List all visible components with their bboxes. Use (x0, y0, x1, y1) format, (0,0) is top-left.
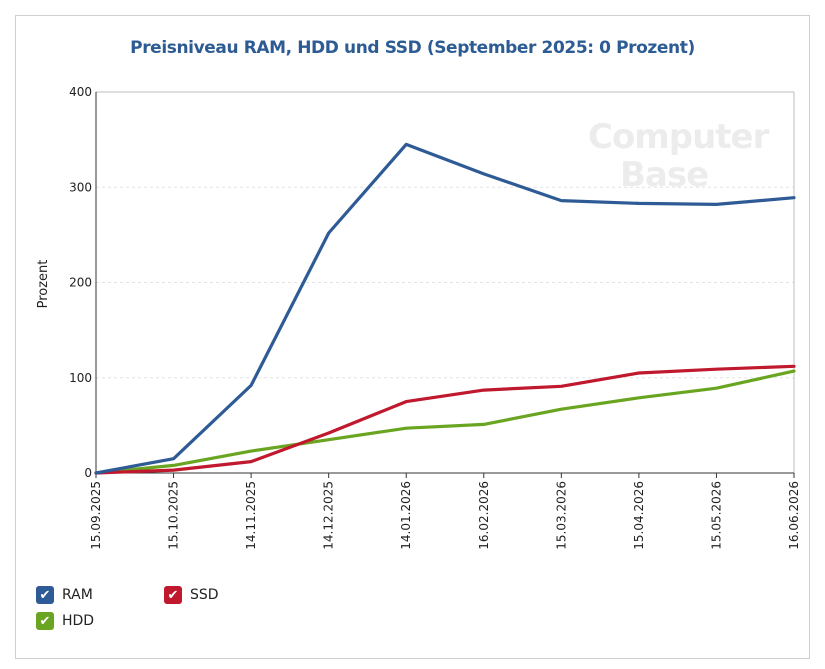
checkmark-icon: ✔ (167, 587, 179, 603)
legend-label: HDD (62, 613, 95, 629)
x-tick-label: 14.01.2026 (399, 481, 413, 550)
x-tick-label: 14.12.2025 (322, 481, 336, 550)
x-tick-label: 15.10.2025 (167, 481, 181, 550)
watermark-line1: Computer (588, 117, 770, 157)
y-axis-label: Prozent (36, 260, 51, 309)
y-tick-label: 400 (69, 85, 92, 99)
chart-title: Preisniveau RAM, HDD und SSD (September … (130, 38, 695, 58)
grid-lines (96, 186, 794, 379)
x-tick-label: 14.11.2025 (244, 481, 258, 550)
legend-item-hdd[interactable]: ✔ HDD (36, 612, 94, 630)
x-tick-label: 15.05.2026 (709, 481, 723, 550)
axes (95, 91, 795, 474)
y-tick-label: 100 (69, 371, 92, 385)
checkbox-icon[interactable]: ✔ (36, 586, 54, 604)
x-tick-labels: 15.09.2025 15.10.2025 14.11.2025 14.12.2025… (89, 473, 801, 550)
series-line-ram (94, 142, 796, 475)
chart-frame (15, 15, 810, 659)
x-tick-label: 16.02.2026 (477, 481, 491, 550)
checkbox-icon[interactable]: ✔ (36, 612, 54, 630)
y-tick-label: 0 (84, 466, 92, 480)
legend-item-ssd[interactable]: ✔ SSD (164, 586, 219, 604)
y-tick-labels: 0 100 200 300 400 (69, 85, 92, 480)
series-lines (94, 142, 796, 475)
computerbase-watermark: Computer Base (588, 117, 771, 195)
checkmark-icon: ✔ (39, 587, 51, 603)
legend-label: SSD (190, 587, 219, 603)
watermark-line2: Base (620, 155, 708, 195)
y-tick-label: 300 (69, 180, 92, 194)
x-tick-label: 16.06.2026 (787, 481, 801, 550)
series-line-ssd (94, 364, 796, 475)
series-line-hdd (94, 369, 796, 475)
x-tick-label: 15.09.2025 (89, 481, 103, 550)
legend-label: RAM (62, 587, 93, 603)
x-tick-label: 15.04.2026 (632, 481, 646, 550)
x-tick-label: 15.03.2026 (554, 481, 568, 550)
checkmark-icon: ✔ (39, 613, 51, 629)
checkbox-icon[interactable]: ✔ (164, 586, 182, 604)
y-tick-label: 200 (69, 276, 92, 290)
legend-item-ram[interactable]: ✔ RAM (36, 586, 93, 604)
